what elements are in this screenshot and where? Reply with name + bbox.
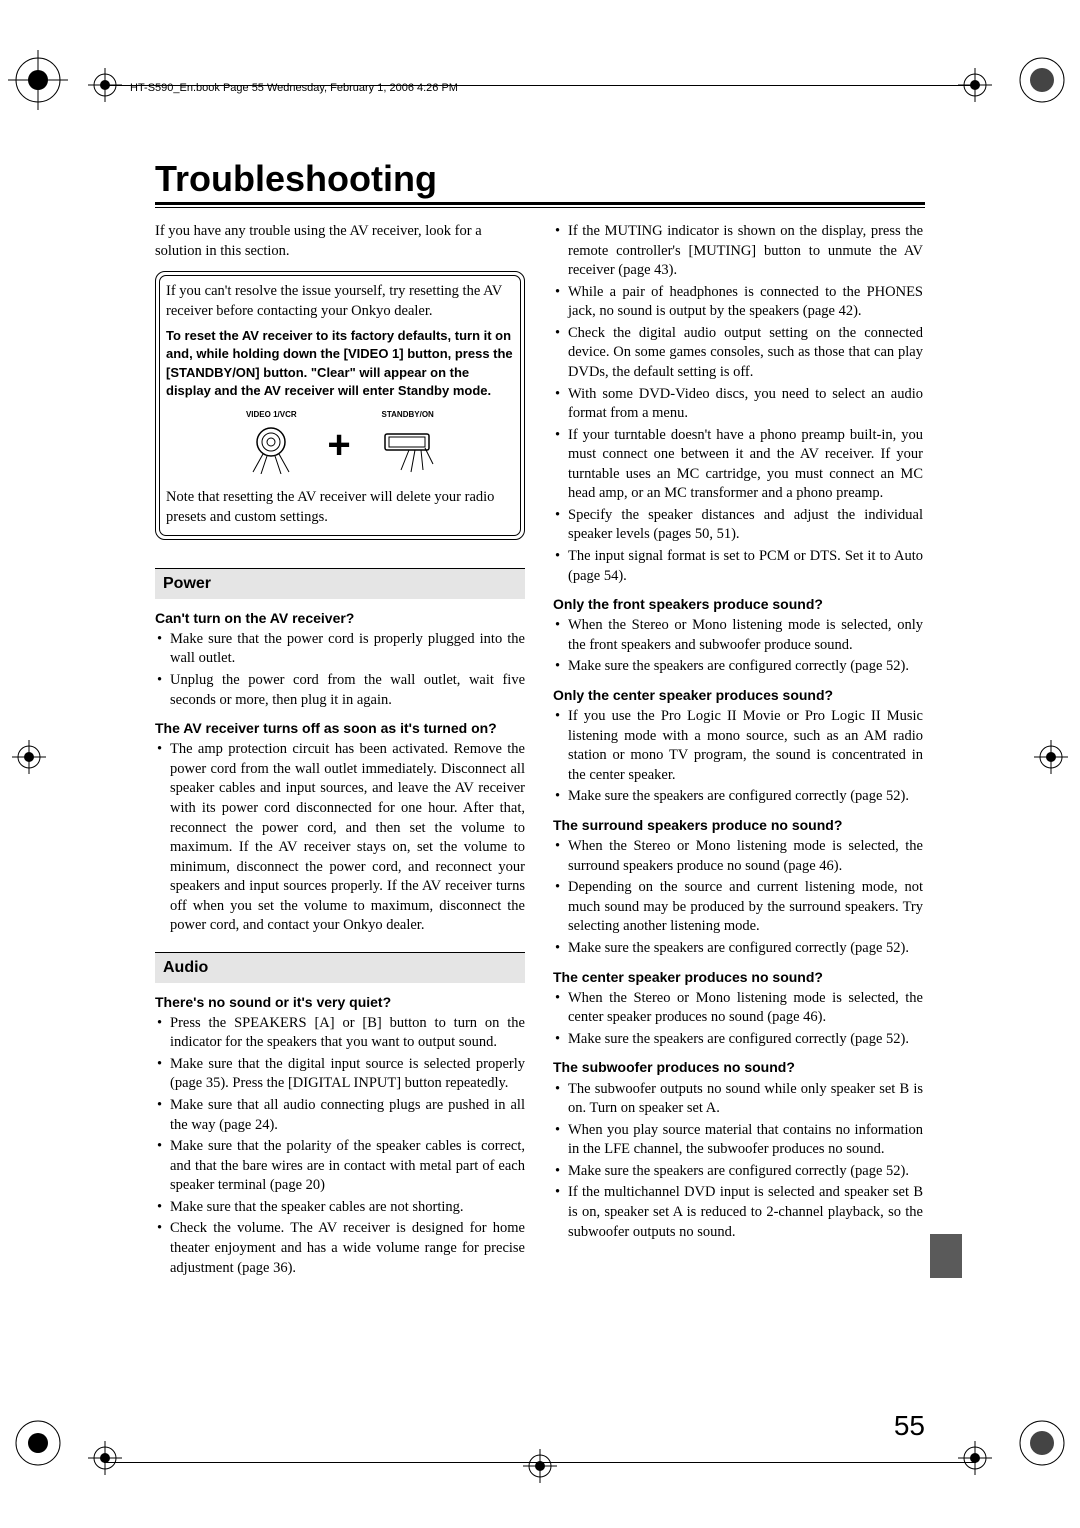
list-item: Make sure that the speaker cables are no… [155, 1198, 525, 1218]
list-item: When the Stereo or Mono listening mode i… [553, 616, 923, 655]
list-item: If you use the Pro Logic II Movie or Pro… [553, 707, 923, 785]
intro-text: If you have any trouble using the AV rec… [155, 222, 525, 261]
power-q1-list: Make sure that the power cord is properl… [155, 630, 525, 710]
q-front: Only the front speakers produce sound? [553, 595, 923, 613]
list-item: Make sure the speakers are configured co… [553, 1162, 923, 1182]
crop-mark-top-right [958, 68, 992, 107]
center-list: If you use the Pro Logic II Movie or Pro… [553, 707, 923, 807]
list-item: Make sure that the power cord is properl… [155, 630, 525, 669]
list-item: Make sure the speakers are configured co… [553, 939, 923, 959]
reset-note: Note that resetting the AV receiver will… [166, 488, 514, 527]
section-audio: Audio [155, 952, 525, 983]
q-sub: The subwoofer produces no sound? [553, 1058, 923, 1076]
button-press-icon [379, 424, 437, 474]
reg-mark-top-left [8, 50, 68, 115]
list-item: Unplug the power cord from the wall outl… [155, 671, 525, 710]
list-item: If the MUTING indicator is shown on the … [553, 222, 923, 281]
list-item: While a pair of headphones is connected … [553, 283, 923, 322]
list-item: Make sure that the polarity of the speak… [155, 1137, 525, 1196]
page-number: 55 [894, 1410, 925, 1442]
bottom-rule [104, 1462, 976, 1463]
title-underline [155, 202, 925, 208]
reset-line1: If you can't resolve the issue yourself,… [166, 282, 514, 321]
list-item: The amp protection circuit has been acti… [155, 740, 525, 936]
right-column: If the MUTING indicator is shown on the … [553, 222, 923, 1284]
q-center: Only the center speaker produces sound? [553, 686, 923, 704]
audio-cont-list: If the MUTING indicator is shown on the … [553, 222, 923, 586]
list-item: Make sure that the digital input source … [155, 1055, 525, 1094]
reset-diagram: VIDEO 1/VCR + STANDBY/ON [166, 410, 514, 480]
list-item: When the Stereo or Mono listening mode i… [553, 989, 923, 1028]
power-q1: Can't turn on the AV receiver? [155, 609, 525, 627]
centerno-list: When the Stereo or Mono listening mode i… [553, 989, 923, 1050]
list-item: Make sure that all audio connecting plug… [155, 1096, 525, 1135]
sub-list: The subwoofer outputs no sound while onl… [553, 1080, 923, 1243]
crop-mark-bottom-left [88, 1441, 122, 1480]
reset-box: If you can't resolve the issue yourself,… [155, 271, 525, 540]
left-column: If you have any trouble using the AV rec… [155, 222, 525, 1284]
crop-mark-top-left [88, 68, 122, 107]
list-item: Make sure the speakers are configured co… [553, 1030, 923, 1050]
power-q2-list: The amp protection circuit has been acti… [155, 740, 525, 936]
list-item: When the Stereo or Mono listening mode i… [553, 837, 923, 876]
list-item: The input signal format is set to PCM or… [553, 547, 923, 586]
reg-mark-top-right [1012, 50, 1072, 115]
section-power: Power [155, 568, 525, 599]
reg-mark-bottom-right [1012, 1413, 1072, 1478]
page-content: Troubleshooting If you have any trouble … [155, 158, 925, 1284]
list-item: The subwoofer outputs no sound while onl… [553, 1080, 923, 1119]
crop-mark-bottom-right [958, 1441, 992, 1480]
list-item: When you play source material that conta… [553, 1121, 923, 1160]
crop-mark-mid-left [12, 740, 46, 779]
reset-instructions: To reset the AV receiver to its factory … [166, 327, 514, 400]
standby-label: STANDBY/ON [379, 410, 437, 421]
list-item: Check the digital audio output setting o… [553, 324, 923, 383]
video1-label: VIDEO 1/VCR [243, 410, 299, 421]
list-item: Check the volume. The AV receiver is des… [155, 1219, 525, 1278]
q-surround: The surround speakers produce no sound? [553, 816, 923, 834]
audio-q1-list: Press the SPEAKERS [A] or [B] button to … [155, 1014, 525, 1278]
list-item: If your turntable doesn't have a phono p… [553, 426, 923, 504]
crop-mark-bottom-center [523, 1449, 557, 1488]
list-item: With some DVD-Video discs, you need to s… [553, 385, 923, 424]
power-q2: The AV receiver turns off as soon as it'… [155, 719, 525, 737]
list-item: Press the SPEAKERS [A] or [B] button to … [155, 1014, 525, 1053]
q-centerno: The center speaker produces no sound? [553, 968, 923, 986]
plus-icon: + [327, 425, 350, 465]
list-item: Make sure the speakers are configured co… [553, 787, 923, 807]
header-meta: HT-S590_En.book Page 55 Wednesday, Febru… [130, 82, 458, 94]
list-item: Depending on the source and current list… [553, 878, 923, 937]
crop-mark-mid-right [1034, 740, 1068, 779]
list-item: Make sure the speakers are configured co… [553, 657, 923, 677]
list-item: Specify the speaker distances and adjust… [553, 506, 923, 545]
side-tab [930, 1234, 962, 1278]
reg-mark-bottom-left [8, 1413, 68, 1478]
page-title: Troubleshooting [155, 158, 925, 200]
list-item: If the multichannel DVD input is selecte… [553, 1183, 923, 1242]
audio-q1: There's no sound or it's very quiet? [155, 993, 525, 1011]
front-list: When the Stereo or Mono listening mode i… [553, 616, 923, 677]
knob-press-icon [243, 424, 299, 474]
surround-list: When the Stereo or Mono listening mode i… [553, 837, 923, 958]
